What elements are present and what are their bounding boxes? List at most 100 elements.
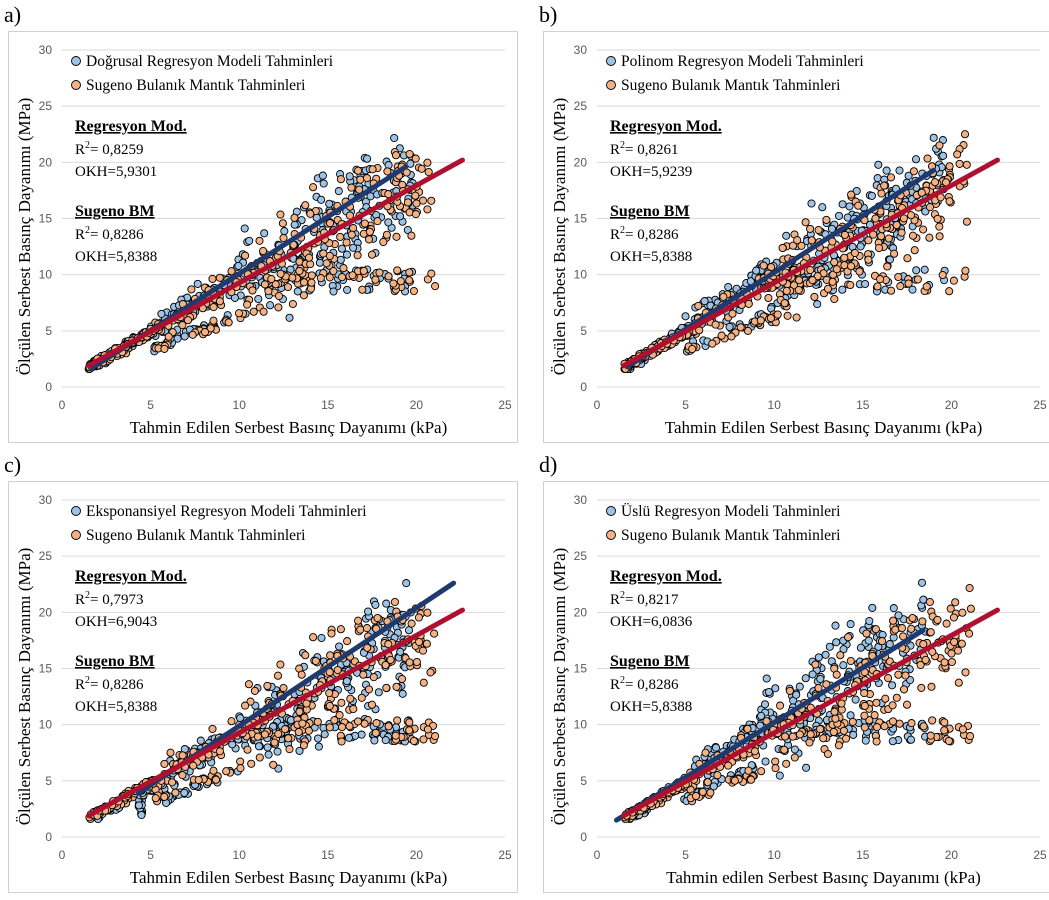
sugeno-point	[248, 286, 257, 295]
sugeno-point	[846, 280, 855, 290]
sugeno-point	[965, 629, 974, 638]
sugeno-point	[412, 199, 421, 208]
sugeno-point	[354, 616, 363, 625]
sugeno-point	[966, 732, 975, 741]
sugeno-point	[744, 299, 753, 308]
sugeno-point	[325, 689, 334, 698]
sugeno-point	[309, 183, 318, 192]
y-tick-label: 15	[574, 662, 588, 676]
regression-point	[396, 647, 405, 656]
sugeno-point	[407, 619, 416, 628]
sugeno-point	[426, 668, 435, 677]
sugeno-point	[865, 716, 874, 725]
sugeno-point	[273, 671, 283, 680]
sugeno-r2: R2= 0,8286	[610, 675, 679, 693]
sugeno-point	[935, 141, 944, 150]
sugeno-point	[951, 598, 960, 607]
sugeno-point	[743, 724, 752, 733]
regression-point	[315, 258, 324, 267]
sugeno-point	[870, 711, 879, 720]
chart-panel-a: a) 0 5 10 15 20 25 30 0 5 10 15 20 25 Tahmin Edilen Se…	[0, 0, 518, 445]
sugeno-point	[250, 686, 259, 695]
sugeno-point	[414, 613, 423, 622]
sugeno-point	[816, 725, 825, 734]
legend-marker	[606, 56, 616, 66]
sugeno-point	[819, 734, 828, 743]
sugeno-point	[339, 264, 348, 273]
sugeno-point	[860, 711, 869, 720]
sugeno-point	[940, 726, 949, 735]
sugeno-point	[771, 764, 780, 773]
sugeno-point	[878, 637, 887, 646]
sugeno-point	[728, 309, 737, 318]
sugeno-point	[793, 236, 802, 245]
sugeno-point	[389, 279, 398, 288]
sugeno-point	[187, 285, 196, 294]
scatter-plot: 0 5 10 15 20 25 30 0 5 10 15 20 25 Tahmin edilen Serb…	[550, 493, 1047, 887]
sugeno-point	[311, 656, 320, 666]
regression-point	[273, 747, 282, 756]
sugeno-okh: OKH=5,8388	[75, 699, 157, 715]
sugeno-point	[776, 701, 785, 710]
regression-point	[846, 711, 855, 720]
sugeno-point	[897, 228, 906, 237]
sugeno-point	[304, 726, 313, 735]
regression-point	[390, 133, 399, 143]
sugeno-point	[417, 164, 426, 173]
sugeno-point	[234, 309, 244, 318]
sugeno-point	[807, 236, 816, 245]
sugeno-point	[409, 736, 418, 746]
sugeno-point	[325, 219, 335, 228]
sugeno-fit-line	[86, 607, 465, 819]
regression-point	[336, 255, 345, 264]
sugeno-point	[343, 637, 352, 646]
x-tick-label: 20	[945, 398, 959, 412]
sugeno-point	[908, 613, 917, 623]
sugeno-point	[166, 748, 175, 757]
scatter-plot: 0 5 10 15 20 25 30 0 5 10 15 20 25 Tahmin Edilen Serb…	[15, 43, 512, 437]
regression-point	[374, 688, 383, 697]
regression-point	[363, 154, 372, 163]
sugeno-stats-title: Sugeno BM	[75, 653, 155, 670]
sugeno-point	[892, 220, 901, 230]
sugeno-point	[962, 217, 971, 226]
y-tick-label: 25	[574, 549, 588, 563]
sugeno-point	[211, 775, 221, 784]
sugeno-point	[806, 730, 815, 739]
y-tick-label: 10	[574, 718, 588, 732]
sugeno-point	[830, 258, 839, 267]
sugeno-point	[961, 266, 970, 275]
regression-point	[230, 293, 239, 302]
sugeno-point	[944, 736, 953, 746]
y-tick-label: 0	[580, 830, 587, 844]
sugeno-point	[949, 613, 958, 622]
regression-stats-title: Regresyon Mod.	[75, 568, 187, 585]
sugeno-point	[895, 719, 904, 728]
sugeno-point	[383, 167, 392, 176]
sugeno-point	[925, 597, 934, 607]
regression-point	[317, 195, 326, 204]
sugeno-point	[405, 268, 414, 277]
sugeno-point	[829, 727, 838, 737]
sugeno-point	[873, 282, 882, 291]
y-axis-label: Ölçülen Serbest Basınç Dayanımı (MPa)	[15, 548, 34, 826]
regression-point	[864, 636, 873, 645]
x-tick-label: 5	[147, 398, 154, 412]
sugeno-point	[362, 174, 372, 183]
sugeno-point	[327, 629, 336, 638]
regression-point	[894, 611, 903, 620]
sugeno-point	[834, 741, 843, 750]
sugeno-point	[828, 277, 837, 286]
sugeno-point	[926, 731, 935, 740]
x-tick-label: 10	[768, 398, 782, 412]
y-tick-label: 10	[39, 718, 53, 732]
sugeno-point	[840, 230, 849, 239]
regression-point	[851, 695, 860, 704]
sugeno-point	[270, 738, 279, 747]
sugeno-point	[326, 651, 335, 660]
regression-point	[193, 279, 202, 288]
y-axis-label: Ölçülen Serbest Basınç Dayanımı (MPa)	[550, 548, 569, 826]
sugeno-point	[727, 332, 736, 341]
y-axis-label: Ölçülen Serbest Basınç Dayanımı (MPa)	[550, 98, 569, 376]
sugeno-point	[773, 310, 782, 319]
